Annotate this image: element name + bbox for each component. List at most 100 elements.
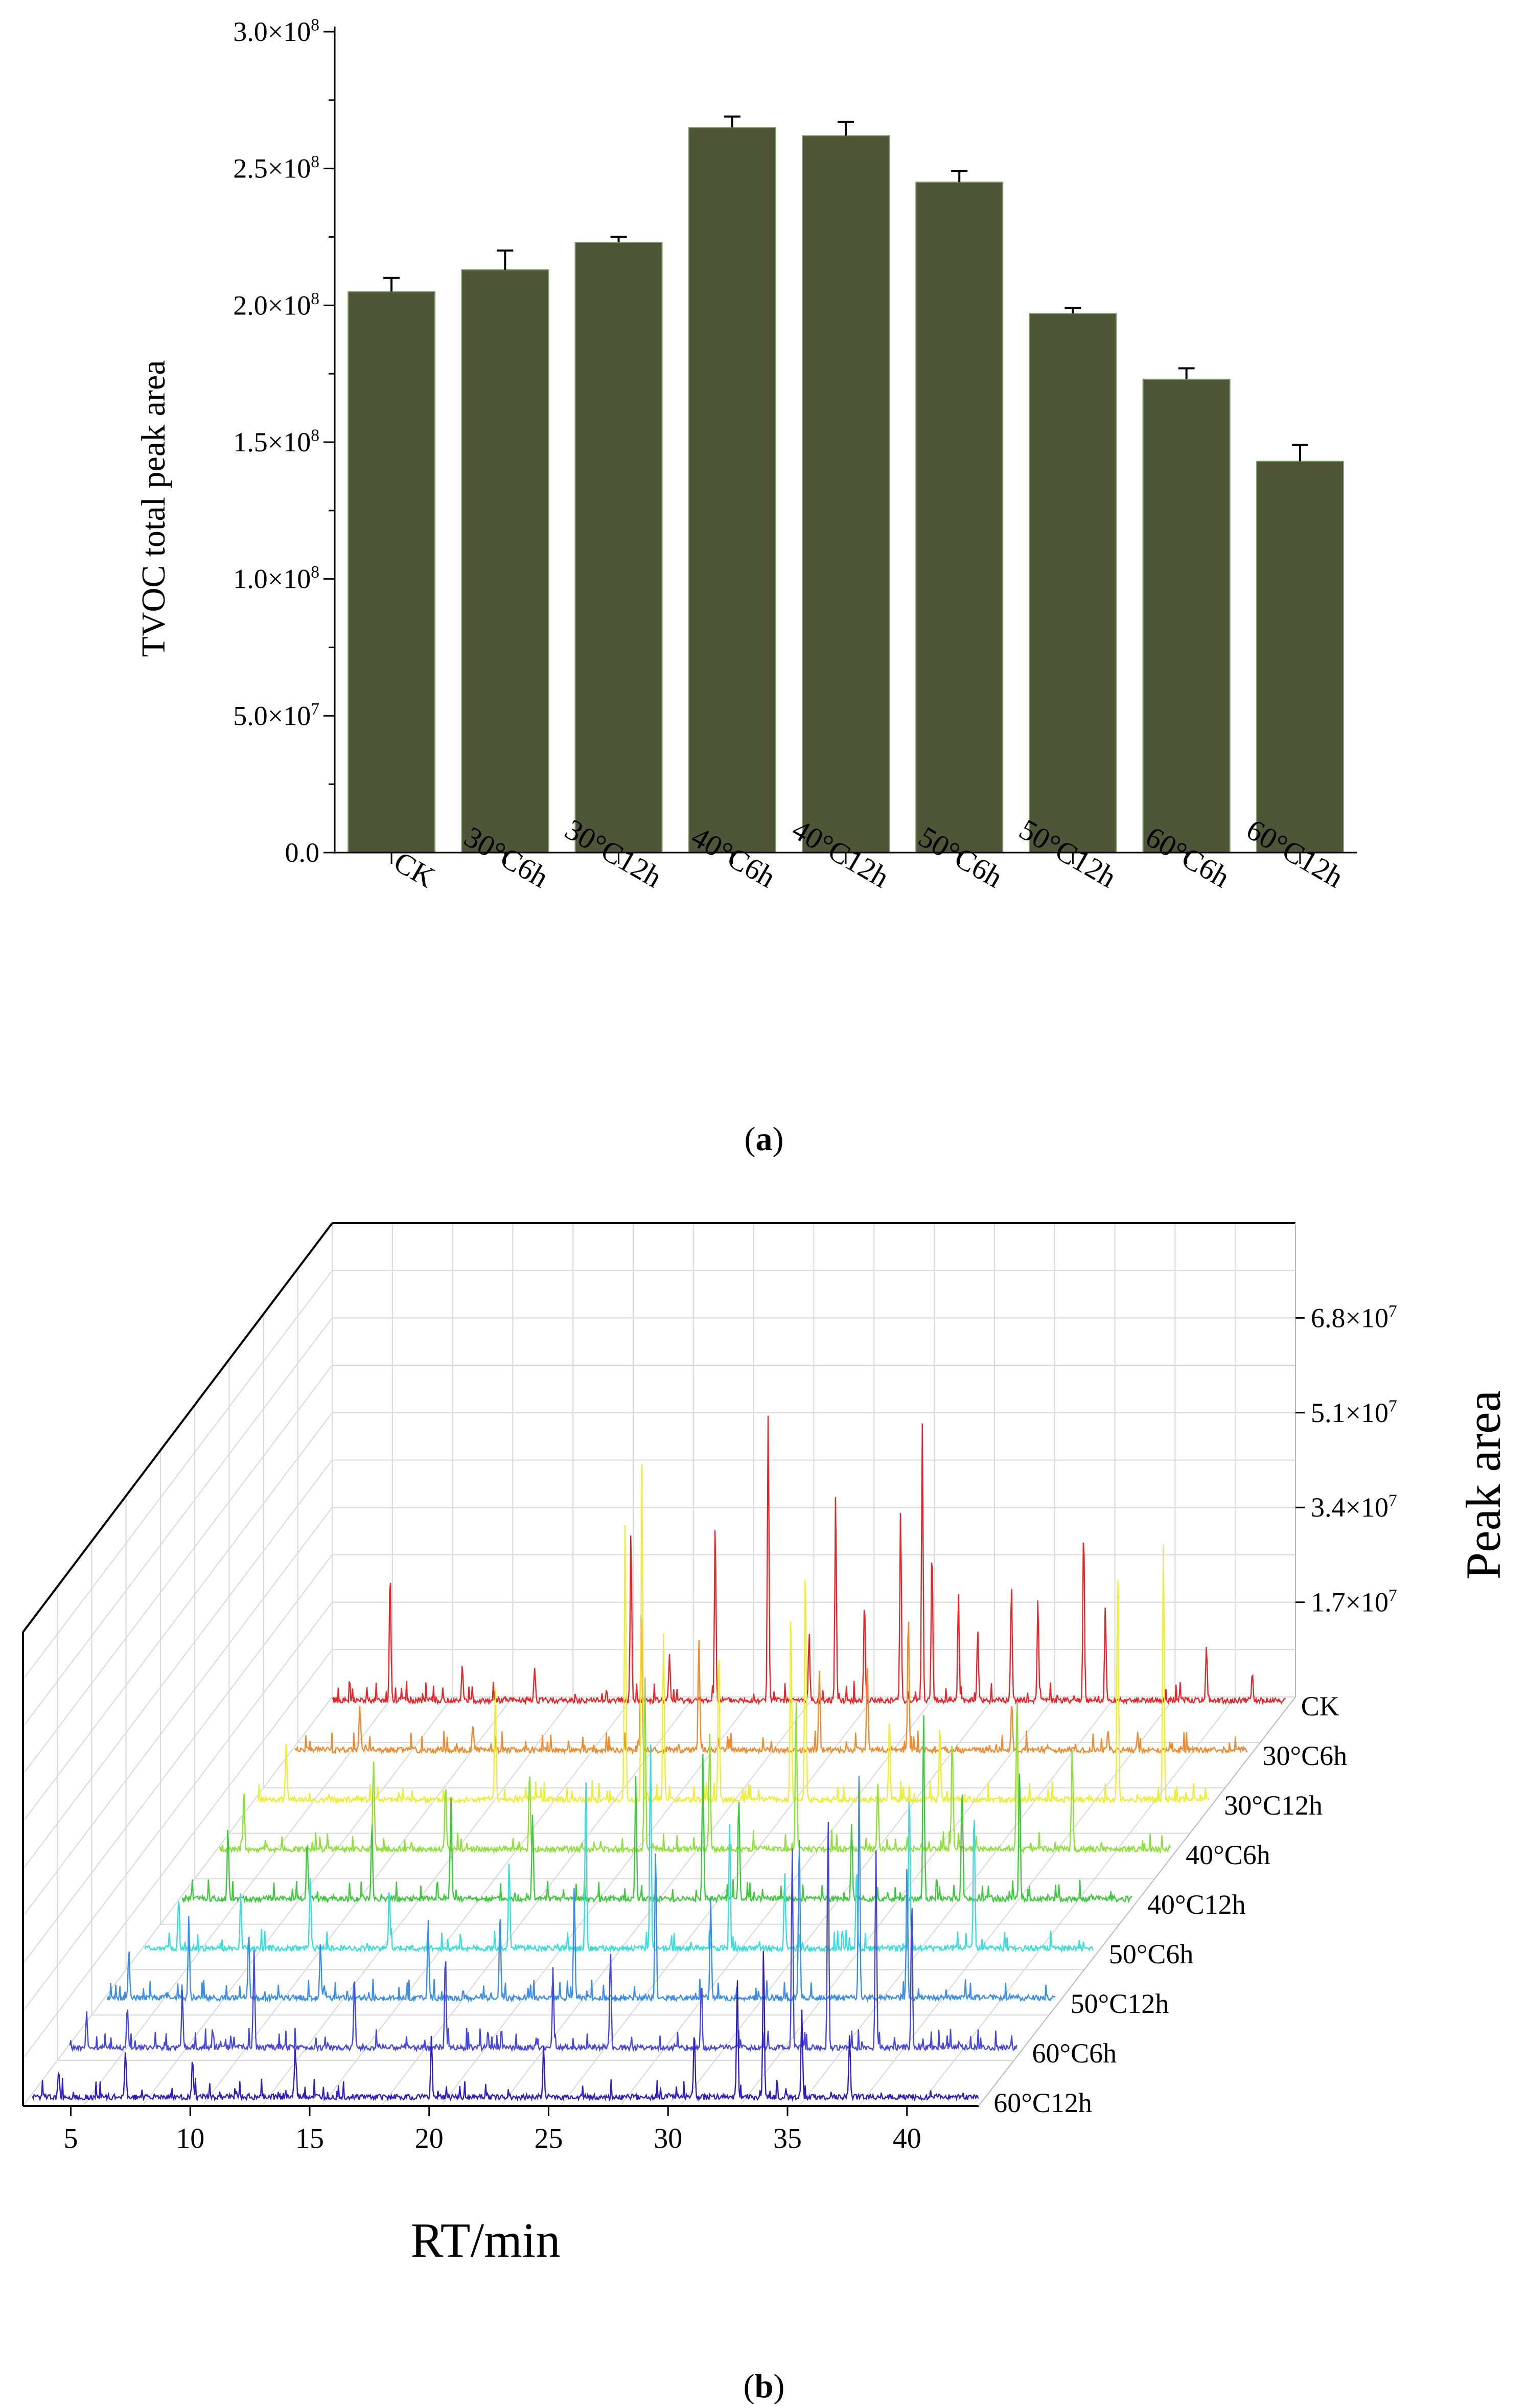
floor-grid-v xyxy=(619,1696,935,2106)
axes-frame xyxy=(22,1222,1296,2107)
z-tick-label-mantissa: 3.4×10 xyxy=(1311,1492,1388,1523)
y-ticks: 0.05.0×1071.0×1081.5×1082.0×1082.5×1083.… xyxy=(233,15,335,868)
z-tick-label-exponent: 7 xyxy=(1388,1302,1397,1321)
chromatogram-series xyxy=(32,1415,1286,2102)
caption-a: (a) xyxy=(745,1120,784,1158)
x-tick-label: 40 xyxy=(893,2123,921,2154)
chromatogram-30°C6h xyxy=(294,1615,1248,1755)
z-axis-label: Peak area xyxy=(1456,1390,1511,1579)
chromatogram-CK xyxy=(332,1415,1286,1706)
y-tick-label-exponent: 7 xyxy=(311,700,319,719)
y-tick-label: 3.0×108 xyxy=(233,15,319,47)
side-grid-h xyxy=(22,1601,333,2012)
side-grid-h xyxy=(22,1507,333,1917)
series-label: 30°C12h xyxy=(1224,1790,1323,1821)
bar-40°C6h xyxy=(688,127,776,853)
z-tick-label-mantissa: 1.7×10 xyxy=(1311,1587,1388,1618)
y-tick-label-mantissa: 1.5×10 xyxy=(233,427,311,457)
bar-60°C6h xyxy=(1142,378,1231,853)
y-tick-label: 5.0×107 xyxy=(233,700,319,731)
side-grid-h xyxy=(22,1365,333,1775)
side-grid-h xyxy=(22,1649,333,2059)
series-label: 40°C6h xyxy=(1186,1840,1270,1870)
x-tick-label: 20 xyxy=(415,2123,444,2154)
series-label: CK xyxy=(1301,1691,1339,1722)
chromatogram-40°C12h xyxy=(181,1715,1132,1904)
side-grid-h xyxy=(22,1270,333,1680)
y-tick-label: 2.5×108 xyxy=(233,152,319,184)
x-tick-label: 10 xyxy=(176,2123,204,2154)
series-label: 60°C6h xyxy=(1032,2038,1117,2069)
bar-30°C6h xyxy=(461,269,549,853)
panel-b-waterfall-chart: 5 10 15 20 25 30 35 40 1.7×1073.4×1075.1×1076.8… xyxy=(22,1222,1511,2405)
chromatogram-60°C12h xyxy=(32,1951,979,2102)
z-tick-label-mantissa: 6.8×10 xyxy=(1311,1302,1388,1333)
floor-grid-v xyxy=(859,1696,1176,2106)
error-bar-series xyxy=(383,115,1308,462)
series-label: 50°C12h xyxy=(1071,1988,1169,2019)
chromatogram-50°C6h xyxy=(144,1744,1094,1954)
y-tick-label-exponent: 8 xyxy=(311,426,319,445)
series-label: 40°C12h xyxy=(1147,1889,1246,1920)
floor-grid-v xyxy=(441,1696,754,2106)
panel-a-bar-chart: 0.05.0×1071.0×1081.5×1082.0×1082.5×1083.… xyxy=(135,15,1357,1158)
bar-30°C12h xyxy=(574,242,663,853)
floor-grid-v xyxy=(381,1696,694,2106)
grid xyxy=(22,1223,1296,2106)
z-tick-label-exponent: 7 xyxy=(1388,1396,1397,1415)
y-tick-label-mantissa: 2.5×10 xyxy=(233,153,311,184)
floor-grid-v xyxy=(261,1696,574,2106)
side-grid-h xyxy=(22,1412,333,1822)
y-tick-label-mantissa: 3.0×10 xyxy=(233,16,311,47)
series-label: 60°C12h xyxy=(993,2088,1092,2118)
floor-grid-v xyxy=(918,1696,1236,2106)
y-tick-label: 1.5×108 xyxy=(233,426,319,457)
y-tick-label: 2.0×108 xyxy=(233,289,319,321)
series-label: 30°C6h xyxy=(1263,1740,1348,1771)
caption-open: ( xyxy=(745,1120,756,1158)
frame-top-left xyxy=(22,1222,333,1633)
side-grid-h xyxy=(22,1317,333,1728)
frame-floor-right xyxy=(978,1696,1296,2106)
z-tick-label: 6.8×107 xyxy=(1311,1302,1397,1334)
side-grid-h xyxy=(22,1554,333,1964)
chromatogram-30°C12h xyxy=(257,1464,1210,1805)
caption-letter: b xyxy=(755,2368,774,2405)
bar-60°C12h xyxy=(1256,461,1344,853)
floor-grid-v xyxy=(739,1696,1055,2106)
bar-CK xyxy=(348,291,436,853)
bar-50°C6h xyxy=(915,181,1004,853)
x-tick-label: 15 xyxy=(295,2123,324,2154)
y-axis-label: TVOC total peak area xyxy=(135,360,172,657)
z-tick-label-exponent: 7 xyxy=(1388,1492,1397,1510)
y-tick-label-exponent: 8 xyxy=(311,15,319,34)
y-tick-label-exponent: 8 xyxy=(311,289,319,308)
x-tick-label: 25 xyxy=(535,2123,563,2154)
z-tick-label-exponent: 7 xyxy=(1388,1586,1397,1605)
x-ticks: 5 10 15 20 25 30 35 40 xyxy=(64,2106,921,2154)
caption-close: ) xyxy=(773,1120,784,1158)
caption-open: ( xyxy=(744,2368,755,2405)
y-tick-label: 1.0×108 xyxy=(233,563,319,594)
z-tick-label: 1.7×107 xyxy=(1311,1586,1397,1618)
x-tick-label: 30 xyxy=(654,2123,682,2154)
x-tick-label: 5 xyxy=(64,2123,78,2154)
bar-50°C12h xyxy=(1029,313,1117,853)
bar-series xyxy=(348,127,1344,854)
side-grid-h xyxy=(22,1459,333,1870)
caption-b: (b) xyxy=(744,2368,785,2405)
z-tick-label-mantissa: 5.1×10 xyxy=(1311,1397,1388,1428)
floor-grid-v xyxy=(560,1696,875,2106)
series-label: 50°C6h xyxy=(1109,1939,1194,1969)
caption-letter: a xyxy=(756,1120,773,1158)
x-tick-label: 35 xyxy=(773,2123,802,2154)
y-tick-label-exponent: 8 xyxy=(311,563,319,582)
y-tick-label-mantissa: 1.0×10 xyxy=(233,564,311,594)
z-tick-label: 3.4×107 xyxy=(1311,1492,1397,1523)
y-tick-label-mantissa: 0.0 xyxy=(285,837,320,868)
bar-40°C12h xyxy=(802,135,890,854)
chromatogram-50°C12h xyxy=(107,1776,1056,2003)
series-labels: CK 30°C6h 30°C12h 40°C6h 40°C12h 50°C6h 50°C12… xyxy=(993,1691,1347,2118)
